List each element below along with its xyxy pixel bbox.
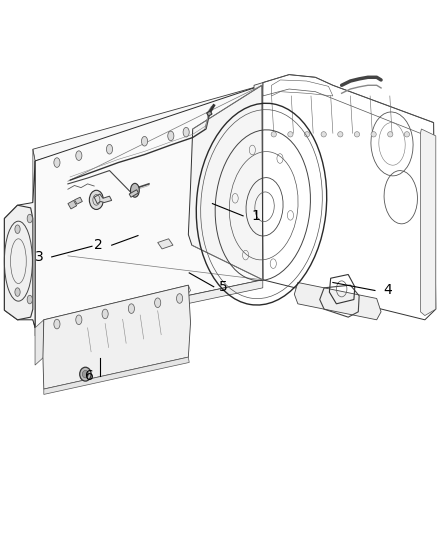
Ellipse shape xyxy=(155,298,161,308)
Text: 3: 3 xyxy=(35,250,44,264)
Ellipse shape xyxy=(338,132,343,137)
Ellipse shape xyxy=(271,132,276,137)
Ellipse shape xyxy=(288,132,293,137)
Polygon shape xyxy=(294,282,381,320)
Polygon shape xyxy=(43,285,191,389)
Ellipse shape xyxy=(15,225,20,233)
Ellipse shape xyxy=(404,132,410,137)
Ellipse shape xyxy=(102,309,108,319)
Polygon shape xyxy=(4,205,33,320)
Polygon shape xyxy=(188,85,263,280)
Ellipse shape xyxy=(76,315,82,325)
Ellipse shape xyxy=(27,214,32,223)
Polygon shape xyxy=(35,85,263,328)
Ellipse shape xyxy=(54,319,60,329)
Ellipse shape xyxy=(54,158,60,167)
Polygon shape xyxy=(74,197,82,204)
Polygon shape xyxy=(35,320,44,365)
Circle shape xyxy=(80,367,91,381)
Polygon shape xyxy=(4,161,35,328)
Polygon shape xyxy=(129,190,138,197)
Ellipse shape xyxy=(388,132,393,137)
Polygon shape xyxy=(252,83,263,280)
Ellipse shape xyxy=(141,136,148,146)
Polygon shape xyxy=(35,280,263,336)
Text: 4: 4 xyxy=(383,284,392,297)
Polygon shape xyxy=(158,239,173,249)
Text: 1: 1 xyxy=(252,209,261,223)
Ellipse shape xyxy=(89,190,103,209)
Polygon shape xyxy=(43,285,191,326)
Polygon shape xyxy=(44,357,189,394)
Ellipse shape xyxy=(354,132,360,137)
Ellipse shape xyxy=(321,132,326,137)
Text: 5: 5 xyxy=(219,280,228,294)
Ellipse shape xyxy=(76,151,82,160)
Ellipse shape xyxy=(371,132,376,137)
Ellipse shape xyxy=(131,183,139,197)
Polygon shape xyxy=(94,194,112,204)
Polygon shape xyxy=(68,200,77,209)
Ellipse shape xyxy=(82,370,88,378)
Ellipse shape xyxy=(304,132,310,137)
Ellipse shape xyxy=(27,295,32,304)
Ellipse shape xyxy=(15,288,20,296)
Text: 6: 6 xyxy=(85,369,94,383)
Polygon shape xyxy=(420,129,436,316)
Polygon shape xyxy=(33,149,35,328)
Polygon shape xyxy=(33,85,263,161)
Ellipse shape xyxy=(128,304,134,313)
Ellipse shape xyxy=(183,127,189,137)
Ellipse shape xyxy=(168,131,174,141)
Text: 2: 2 xyxy=(94,238,103,252)
Ellipse shape xyxy=(106,144,113,154)
Polygon shape xyxy=(207,111,212,116)
Ellipse shape xyxy=(177,294,183,303)
